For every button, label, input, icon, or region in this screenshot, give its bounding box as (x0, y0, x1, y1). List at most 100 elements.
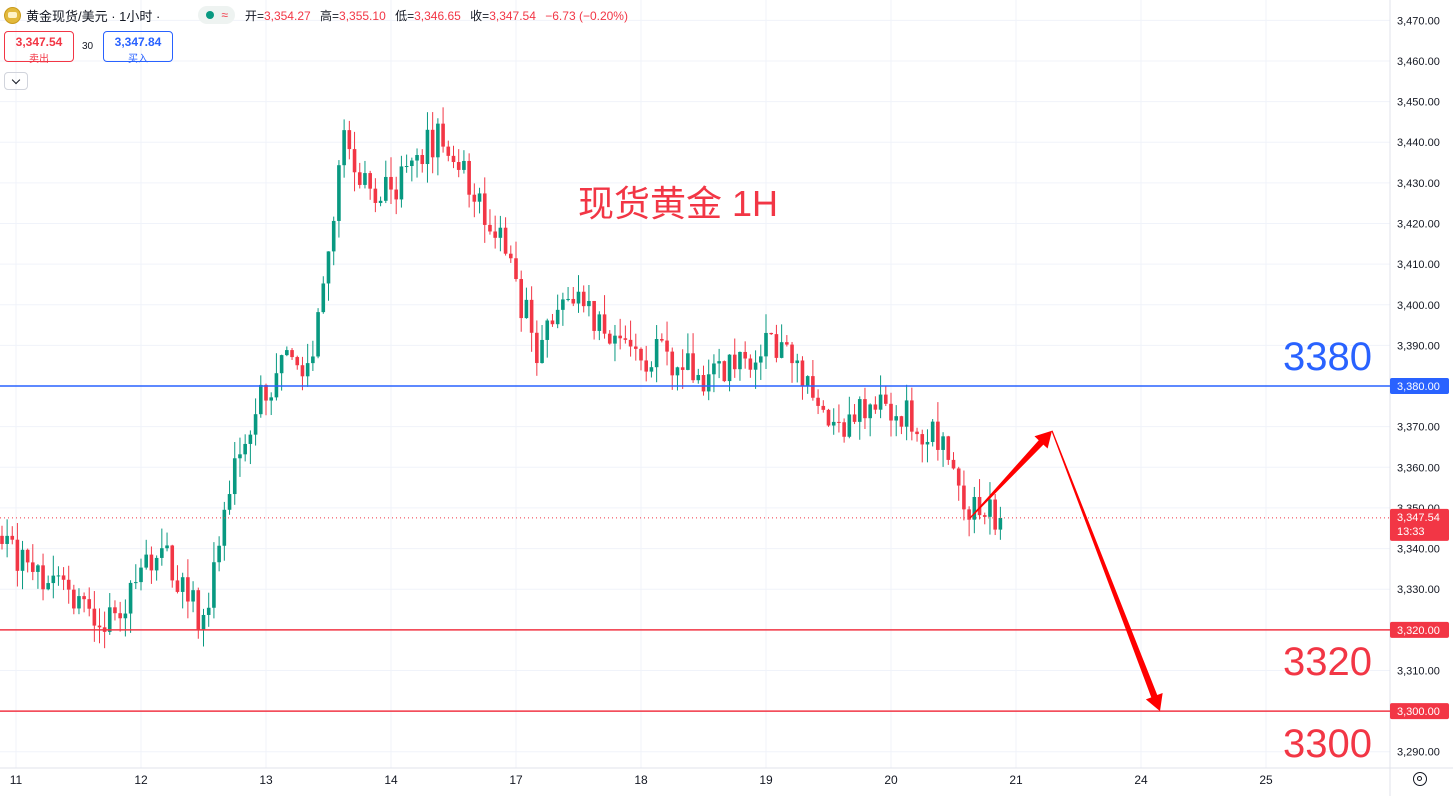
price-tick-label: 3,440.00 (1397, 137, 1440, 149)
buy-button[interactable]: 3,347.84 买入 (103, 31, 173, 65)
candle-body (279, 355, 284, 374)
countdown-label: 13:33 (1397, 526, 1425, 538)
candle-body (472, 194, 477, 202)
candle-body (72, 589, 76, 609)
ohlc-values: 开=3,354.27 高=3,355.10 低=3,346.65 收=3,347… (244, 8, 628, 23)
candle-body (868, 404, 872, 419)
candle-body (550, 320, 555, 325)
time-tick-label: 13 (259, 773, 273, 787)
candle-body (581, 291, 586, 307)
buy-price: 3,347.84 (114, 35, 162, 49)
candle-body (420, 155, 425, 165)
chart-title: 现货黄金 1H (578, 183, 778, 224)
candle-body (936, 421, 940, 450)
candle-body (800, 360, 805, 386)
candle-body (894, 416, 899, 421)
candle-body (701, 375, 706, 392)
high-value: 3,355.10 (339, 8, 386, 23)
candle-body (795, 360, 800, 364)
candle-body (248, 434, 253, 444)
price-tick-label: 3,450.00 (1397, 97, 1440, 109)
candle-body (566, 298, 570, 300)
candle-body (758, 356, 763, 363)
candle-body (878, 394, 883, 410)
price-tick-label: 3,400.00 (1397, 300, 1440, 312)
candle-body (82, 596, 86, 600)
price-axis[interactable]: 3,470.00 3,460.00 3,450.00 3,440.00 3,430.00… (1390, 15, 1449, 759)
price-tick-label: 3,430.00 (1397, 178, 1440, 190)
sell-button[interactable]: 3,347.54 卖出 (4, 31, 74, 65)
time-tick-label: 19 (759, 773, 773, 787)
gold-coin-icon (4, 6, 21, 24)
candle-body (212, 562, 216, 608)
candle-body (0, 535, 4, 544)
candle-body (498, 227, 503, 238)
candle-body (951, 459, 956, 469)
candle-body (123, 613, 128, 619)
candle-body (253, 414, 258, 435)
forecast-arrows (969, 430, 1163, 712)
price-tick-label: 3,470.00 (1397, 15, 1440, 27)
candle-body (160, 548, 164, 558)
candle-body (764, 332, 768, 357)
sell-price: 3,347.54 (15, 35, 63, 49)
candle-body (618, 335, 622, 339)
candle-body (295, 357, 300, 366)
candle-body (779, 342, 784, 358)
candle-body (946, 436, 951, 460)
candle-body (816, 397, 820, 406)
candle-body (696, 375, 701, 381)
candle-body (587, 300, 591, 307)
time-tick-label: 12 (134, 773, 148, 787)
candle-body (139, 567, 143, 583)
collapse-chevron-icon[interactable] (4, 72, 28, 90)
market-status-pill[interactable]: ≈ (198, 6, 235, 24)
candle-body (61, 575, 66, 580)
candle-body (508, 253, 513, 259)
candle-body (311, 356, 315, 364)
candle-body (811, 376, 815, 398)
level-price-tag-label: 3,320.00 (1397, 625, 1440, 637)
candle-body (649, 367, 654, 372)
time-tick-label: 24 (1134, 773, 1148, 787)
candle-body (51, 575, 56, 584)
forecast-arrow (1051, 430, 1163, 712)
candle-body (821, 405, 826, 410)
candle-body (97, 625, 102, 628)
candle-body (857, 399, 862, 422)
candle-body (873, 404, 878, 410)
settings-gear-icon[interactable] (1413, 772, 1427, 786)
candle-body (628, 339, 633, 347)
level-annotation: 3380 (1283, 335, 1372, 379)
candle-body (446, 146, 451, 156)
candle-body (930, 421, 935, 442)
candle-body (41, 565, 45, 590)
candle-body (186, 577, 190, 602)
price-tick-label: 3,290.00 (1397, 747, 1440, 759)
candle-body (321, 283, 326, 313)
time-axis[interactable]: 11 12 13 14 17 18 19 20 21 24 25 (10, 773, 1273, 787)
candle-body (165, 545, 169, 549)
candle-body (654, 339, 659, 368)
candle-body (753, 362, 758, 370)
candle-body (831, 421, 836, 426)
open-value: 3,354.27 (263, 8, 311, 23)
candle-body (305, 363, 310, 377)
candle-body (175, 580, 180, 592)
price-tick-label: 3,360.00 (1397, 462, 1440, 474)
candle-body (571, 298, 576, 304)
symbol-title[interactable]: 黄金现货/美元 · 1小时 · (26, 8, 161, 24)
candle-body (712, 363, 716, 375)
candle-body (389, 176, 393, 190)
candle-body (633, 346, 638, 349)
candle-body (602, 314, 607, 334)
candle-body (232, 458, 237, 495)
current-price-tag-label: 3,347.54 (1397, 512, 1440, 524)
candle-body (394, 189, 399, 200)
candle-body (785, 342, 789, 345)
candle-body (748, 358, 753, 370)
candle-body (352, 149, 357, 173)
candle-body (410, 160, 414, 167)
candle-body (722, 361, 727, 382)
